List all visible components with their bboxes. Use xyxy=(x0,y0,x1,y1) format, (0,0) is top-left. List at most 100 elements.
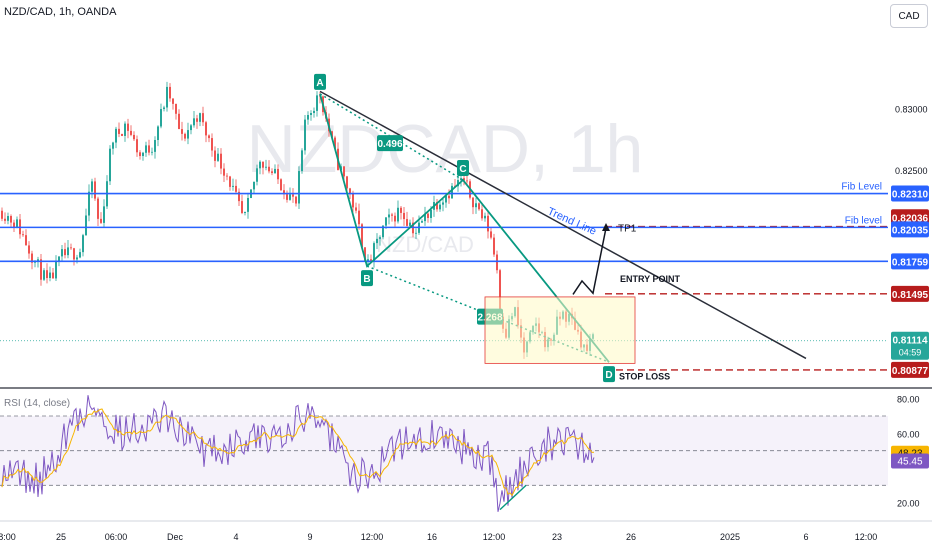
candle-body xyxy=(316,95,318,111)
candle-body xyxy=(151,151,153,153)
harmonic-legs xyxy=(319,93,610,363)
candle-body xyxy=(166,86,168,108)
candle-body xyxy=(127,123,129,131)
candle-body xyxy=(289,194,291,200)
candle-body xyxy=(436,202,438,210)
price-levels: Fib Level Fib level xyxy=(0,182,888,371)
candle-body xyxy=(343,166,345,177)
candle-body xyxy=(391,214,393,216)
time-tick-9: 23 xyxy=(552,532,562,542)
candle-body xyxy=(37,259,39,261)
rsi-title: RSI (14, close) xyxy=(4,398,71,409)
candle-body xyxy=(55,261,57,279)
last-price-label: 0.81114 xyxy=(892,336,927,347)
time-tick-5: 9 xyxy=(307,532,312,542)
grid xyxy=(0,387,932,522)
candle-body xyxy=(352,193,354,208)
projected-arrowhead xyxy=(602,223,610,231)
symbol-title: NZD/CAD, 1h, OANDA xyxy=(4,6,117,18)
stop-loss-label: STOP LOSS xyxy=(619,371,670,381)
candle-body xyxy=(295,196,297,204)
candle-body xyxy=(100,218,102,223)
candle-body xyxy=(175,103,177,114)
candle-body xyxy=(349,188,351,194)
candle-body xyxy=(121,133,123,136)
candle-body xyxy=(439,204,441,210)
candle-body xyxy=(28,245,30,254)
candle-body xyxy=(271,171,273,174)
candle-body xyxy=(196,118,198,122)
candle-body xyxy=(25,235,27,246)
candle-body xyxy=(301,150,303,172)
level-price-label-0: 0.82310 xyxy=(892,190,929,201)
level-price-badge-3 xyxy=(891,253,929,270)
rsi-tick-1: 60.00 xyxy=(897,429,920,439)
candle-body xyxy=(304,119,306,151)
candle-body xyxy=(43,270,45,280)
candle-body xyxy=(259,161,261,169)
candle-body xyxy=(310,113,312,115)
candle-body xyxy=(154,139,156,152)
candle-body xyxy=(136,139,138,153)
pattern-point-label-A: A xyxy=(316,78,323,89)
pattern-point-label-B: B xyxy=(363,274,370,285)
candle-body xyxy=(361,224,363,248)
trend-line-label: Trend Line xyxy=(546,205,599,237)
candle-body xyxy=(130,130,132,135)
time-tick-10: 26 xyxy=(626,532,636,542)
candle-body xyxy=(169,86,171,99)
candle-body xyxy=(478,203,480,210)
time-tick-13: 12:00 xyxy=(855,532,878,542)
candle-body xyxy=(376,238,378,244)
candle-body xyxy=(268,166,270,172)
currency-button[interactable]: CAD xyxy=(890,4,928,28)
rsi-value: 45.45 xyxy=(897,457,922,468)
candle-body xyxy=(16,219,18,228)
level-price-label-4: 0.81495 xyxy=(892,290,929,301)
entry-point-label: ENTRY POINT xyxy=(620,274,681,284)
candle-body xyxy=(466,180,468,182)
candle-body xyxy=(388,214,390,218)
level-tag-2: Fib level xyxy=(845,215,882,226)
time-tick-0: 8:00 xyxy=(0,532,16,542)
candle-body xyxy=(244,211,246,214)
rsi-pane xyxy=(0,395,888,512)
candle-body xyxy=(496,254,498,271)
candle-body xyxy=(70,247,72,249)
candle-body xyxy=(355,207,357,211)
candle-body xyxy=(205,122,207,136)
candle-body xyxy=(58,256,60,262)
candle-body xyxy=(400,207,402,213)
candle-body xyxy=(229,176,231,187)
candle-body xyxy=(79,252,81,258)
candle-body xyxy=(190,125,192,131)
candle-body xyxy=(421,221,423,223)
time-tick-12: 6 xyxy=(803,532,808,542)
candle-body xyxy=(82,235,84,253)
candle-body xyxy=(46,270,48,279)
pattern-point-B xyxy=(361,270,373,287)
pattern-point-D xyxy=(603,366,615,383)
rsi-divergence-line xyxy=(499,484,527,511)
candle-body xyxy=(457,180,459,187)
candle-body xyxy=(124,123,126,136)
candle-body xyxy=(133,134,135,140)
candle-body xyxy=(334,137,336,149)
watermark-text: NZDCAD, 1h xyxy=(247,111,644,187)
candle-body xyxy=(280,179,282,191)
candle-body xyxy=(211,138,213,151)
candle-body xyxy=(232,185,234,187)
candle-body xyxy=(346,176,348,189)
candle-body xyxy=(226,175,228,177)
candle-body xyxy=(364,247,366,261)
candle-body xyxy=(493,237,495,255)
level-price-label-5: 0.80877 xyxy=(892,366,929,377)
candle-body xyxy=(313,110,315,114)
rsi-badge xyxy=(891,453,929,469)
candle-body xyxy=(67,247,69,256)
candle-body xyxy=(484,215,486,219)
candle-body xyxy=(256,168,258,182)
candle-body xyxy=(223,168,225,176)
candle-body xyxy=(115,128,117,143)
